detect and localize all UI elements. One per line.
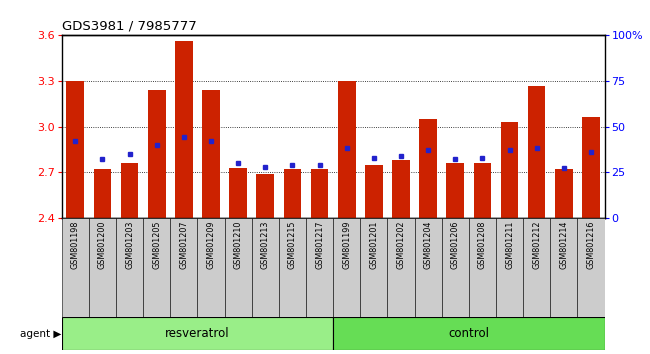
Bar xyxy=(202,90,220,218)
Bar xyxy=(148,90,166,218)
Bar xyxy=(89,218,116,317)
Bar xyxy=(283,169,301,218)
Bar xyxy=(469,218,496,317)
Text: GSM801207: GSM801207 xyxy=(179,221,188,269)
Bar xyxy=(442,218,469,317)
Text: GSM801199: GSM801199 xyxy=(342,221,351,269)
Bar xyxy=(415,218,442,317)
Bar xyxy=(577,218,605,317)
Bar xyxy=(62,218,89,317)
Bar xyxy=(333,317,604,350)
Text: GSM801206: GSM801206 xyxy=(450,221,460,269)
Text: agent ▶: agent ▶ xyxy=(20,329,61,339)
Bar xyxy=(311,169,328,218)
Bar xyxy=(419,119,437,218)
Bar xyxy=(528,86,545,218)
Text: GSM801201: GSM801201 xyxy=(369,221,378,269)
Text: GSM801200: GSM801200 xyxy=(98,221,107,269)
Bar xyxy=(474,163,491,218)
Text: GSM801211: GSM801211 xyxy=(505,221,514,269)
Bar xyxy=(306,218,333,317)
Text: GSM801202: GSM801202 xyxy=(396,221,406,269)
Bar xyxy=(198,218,225,317)
Bar xyxy=(338,81,356,218)
Bar xyxy=(523,218,551,317)
Bar xyxy=(365,165,383,218)
Bar xyxy=(143,218,170,317)
Bar xyxy=(121,163,138,218)
Bar xyxy=(447,163,464,218)
Bar xyxy=(555,169,573,218)
Text: GSM801212: GSM801212 xyxy=(532,221,541,269)
Bar xyxy=(500,122,518,218)
Bar xyxy=(257,174,274,218)
Text: GSM801205: GSM801205 xyxy=(152,221,161,269)
Bar xyxy=(550,218,577,317)
Text: GSM801208: GSM801208 xyxy=(478,221,487,269)
Bar xyxy=(229,167,247,218)
Text: GSM801215: GSM801215 xyxy=(288,221,297,269)
Bar xyxy=(252,218,279,317)
Bar xyxy=(62,317,333,350)
Bar xyxy=(279,218,306,317)
Bar xyxy=(582,118,600,218)
Text: GSM801210: GSM801210 xyxy=(233,221,242,269)
Bar xyxy=(333,218,360,317)
Text: GSM801209: GSM801209 xyxy=(207,221,216,269)
Bar xyxy=(66,81,84,218)
Bar xyxy=(116,218,143,317)
Bar xyxy=(360,218,387,317)
Text: GSM801203: GSM801203 xyxy=(125,221,134,269)
Text: GSM801216: GSM801216 xyxy=(586,221,595,269)
Bar xyxy=(175,41,192,218)
Bar xyxy=(392,160,410,218)
Bar xyxy=(225,218,252,317)
Text: resveratrol: resveratrol xyxy=(165,327,229,340)
Text: GSM801204: GSM801204 xyxy=(424,221,433,269)
Bar xyxy=(94,169,111,218)
Text: GSM801214: GSM801214 xyxy=(559,221,568,269)
Text: GDS3981 / 7985777: GDS3981 / 7985777 xyxy=(62,20,196,33)
Bar xyxy=(496,218,523,317)
Bar xyxy=(170,218,198,317)
Text: GSM801198: GSM801198 xyxy=(71,221,80,269)
Bar xyxy=(387,218,415,317)
Text: control: control xyxy=(448,327,489,340)
Text: GSM801213: GSM801213 xyxy=(261,221,270,269)
Text: GSM801217: GSM801217 xyxy=(315,221,324,269)
